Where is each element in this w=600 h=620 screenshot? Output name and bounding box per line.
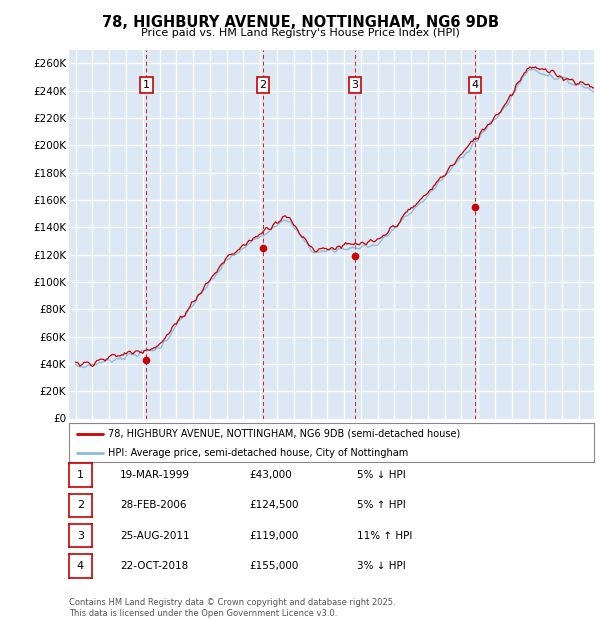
Text: £124,500: £124,500 bbox=[249, 500, 299, 510]
Text: Contains HM Land Registry data © Crown copyright and database right 2025.
This d: Contains HM Land Registry data © Crown c… bbox=[69, 598, 395, 618]
Text: £155,000: £155,000 bbox=[249, 561, 298, 571]
Text: £43,000: £43,000 bbox=[249, 470, 292, 480]
Text: 22-OCT-2018: 22-OCT-2018 bbox=[120, 561, 188, 571]
Text: HPI: Average price, semi-detached house, City of Nottingham: HPI: Average price, semi-detached house,… bbox=[109, 448, 409, 458]
Text: 3% ↓ HPI: 3% ↓ HPI bbox=[357, 561, 406, 571]
Text: 78, HIGHBURY AVENUE, NOTTINGHAM, NG6 9DB: 78, HIGHBURY AVENUE, NOTTINGHAM, NG6 9DB bbox=[101, 15, 499, 30]
Text: £119,000: £119,000 bbox=[249, 531, 298, 541]
Text: Price paid vs. HM Land Registry's House Price Index (HPI): Price paid vs. HM Land Registry's House … bbox=[140, 29, 460, 38]
Text: 25-AUG-2011: 25-AUG-2011 bbox=[120, 531, 190, 541]
Text: 3: 3 bbox=[77, 531, 84, 541]
Text: 78, HIGHBURY AVENUE, NOTTINGHAM, NG6 9DB (semi-detached house): 78, HIGHBURY AVENUE, NOTTINGHAM, NG6 9DB… bbox=[109, 429, 461, 439]
Text: 28-FEB-2006: 28-FEB-2006 bbox=[120, 500, 187, 510]
Text: 4: 4 bbox=[77, 561, 84, 571]
Text: 5% ↓ HPI: 5% ↓ HPI bbox=[357, 470, 406, 480]
Text: 1: 1 bbox=[77, 470, 84, 480]
Text: 3: 3 bbox=[352, 80, 358, 90]
Text: 2: 2 bbox=[77, 500, 84, 510]
Text: 2: 2 bbox=[259, 80, 266, 90]
Text: 1: 1 bbox=[143, 80, 150, 90]
Text: 4: 4 bbox=[472, 80, 479, 90]
Text: 19-MAR-1999: 19-MAR-1999 bbox=[120, 470, 190, 480]
Text: 5% ↑ HPI: 5% ↑ HPI bbox=[357, 500, 406, 510]
Text: 11% ↑ HPI: 11% ↑ HPI bbox=[357, 531, 412, 541]
